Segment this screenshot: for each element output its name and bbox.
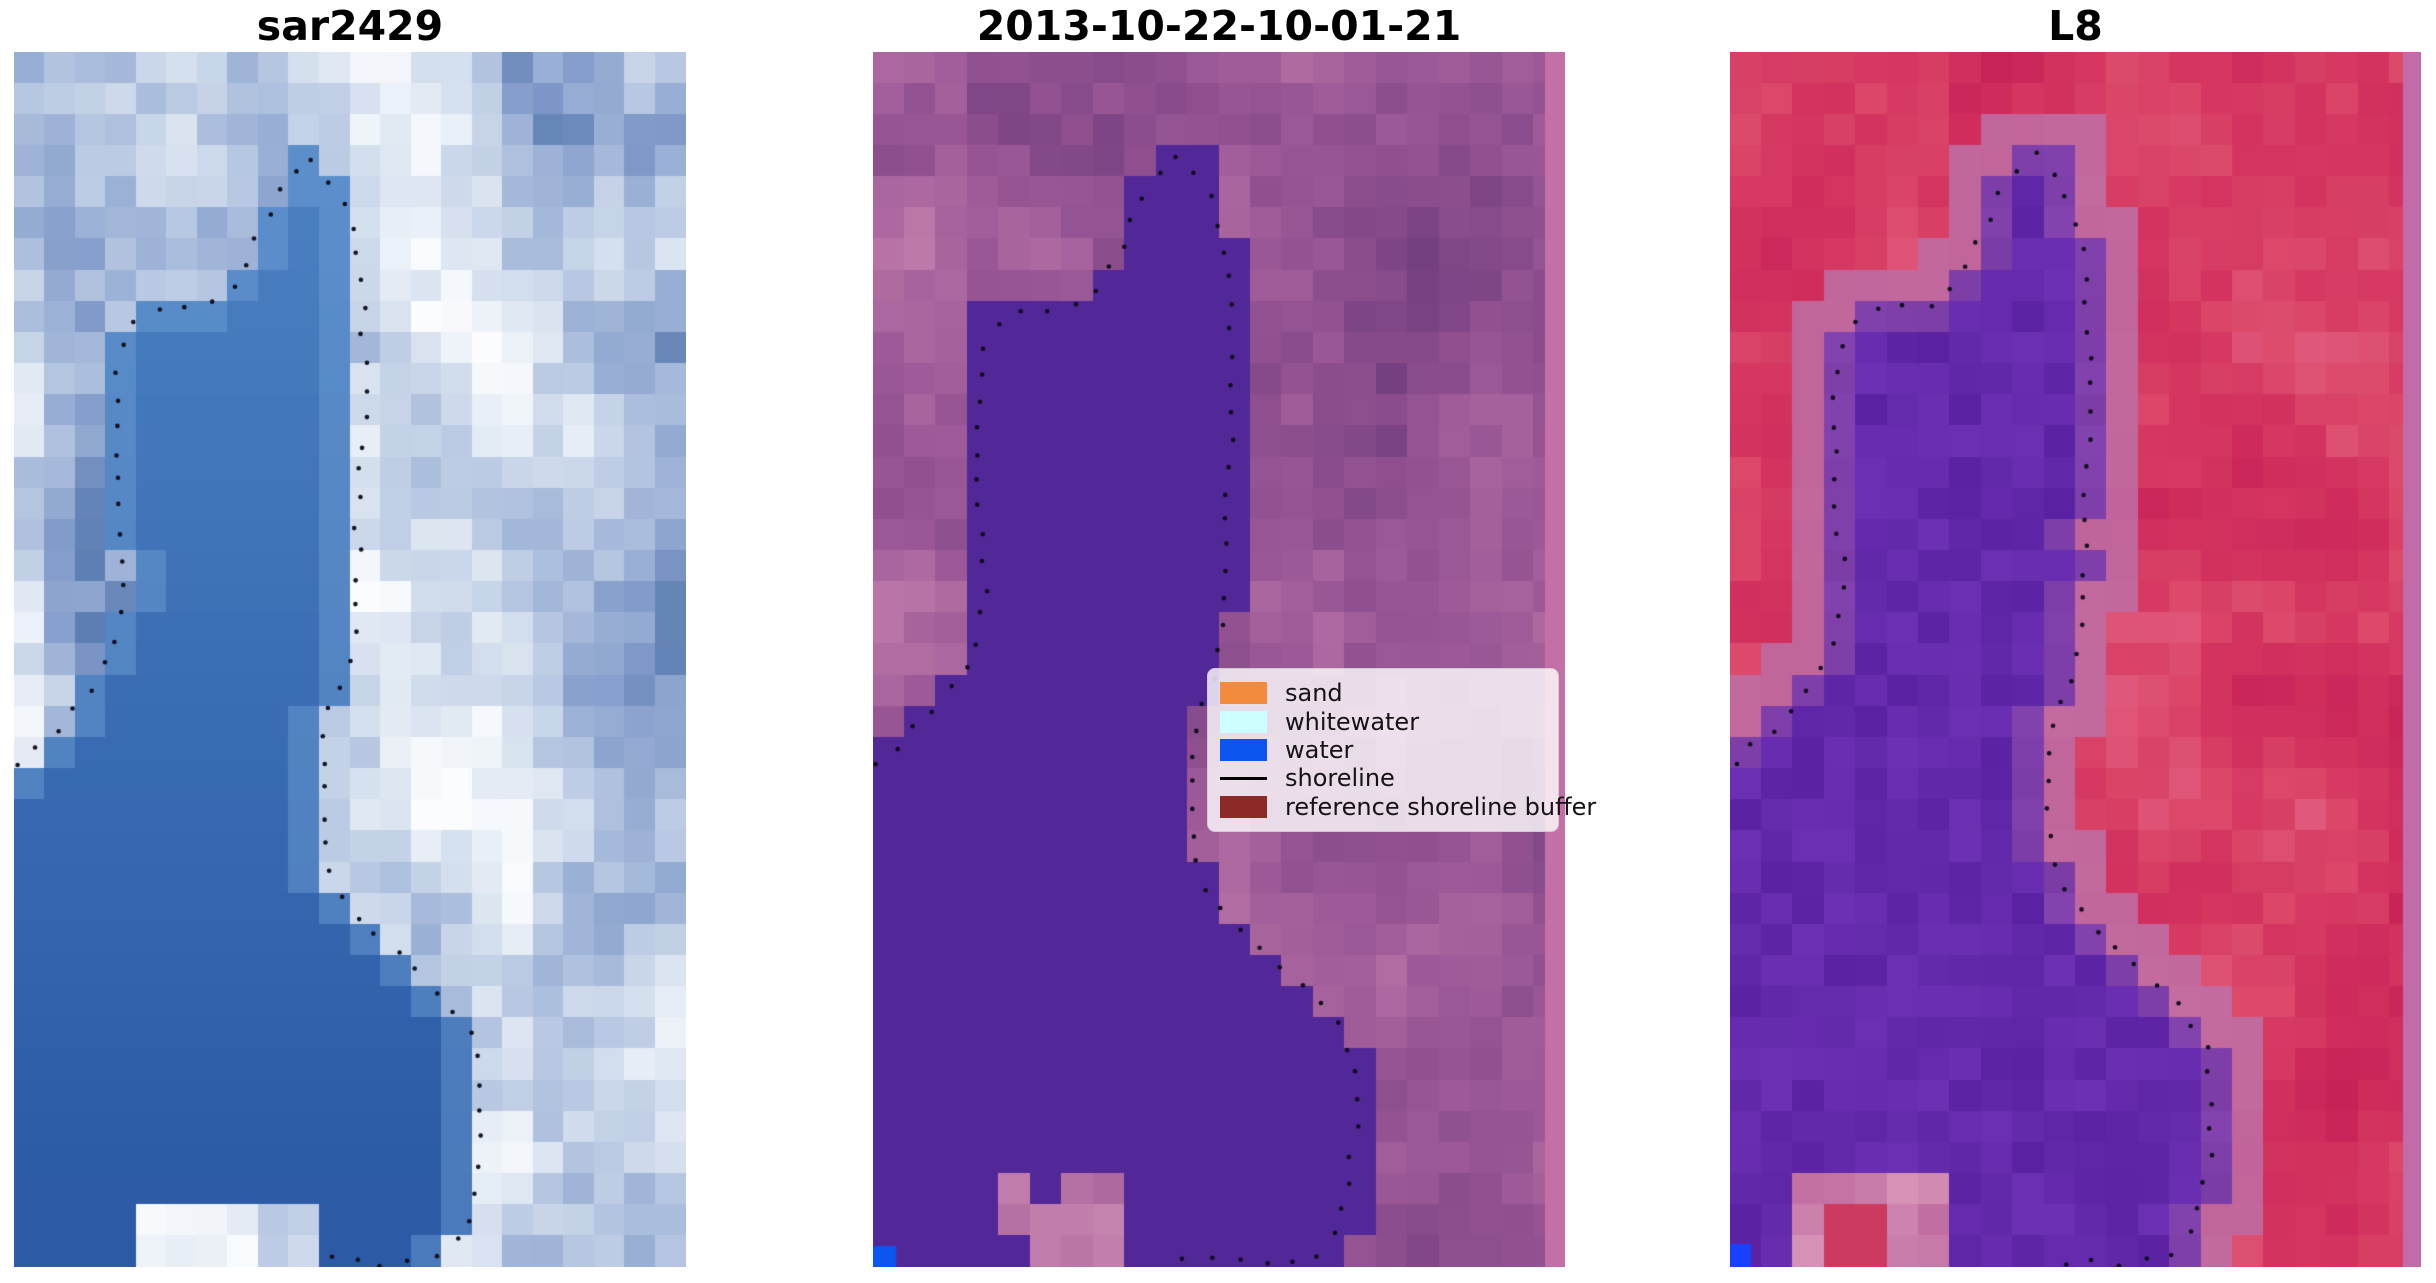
shoreline-line-swatch [1220,776,1267,780]
panel-title-l8: L8 [2048,2,2103,50]
panel-sar [14,52,686,1267]
water-color-swatch [1220,738,1267,761]
reference-buffer-color-swatch [1220,795,1267,818]
panel-l8 [1730,52,2421,1267]
whitewater-color-swatch [1220,710,1267,733]
legend-label-water: water [1285,735,1354,764]
panel-title-sar: sar2429 [256,2,444,50]
legend-label-whitewater: whitewater [1285,707,1420,736]
sar-image [14,52,686,1267]
legend-box: sand whitewater water shoreline referenc… [1207,668,1596,832]
legend-label-reference-buffer: reference shoreline buffer [1285,792,1597,821]
legend-label-sand: sand [1285,679,1343,708]
classified-image [873,52,1565,1267]
legend-entry-shoreline: shoreline [1220,764,1544,792]
panel-classified: sand whitewater water shoreline referenc… [873,52,1596,1267]
legend-entry-whitewater: whitewater [1220,708,1544,736]
legend-entry-water: water [1220,736,1544,764]
legend-entry-reference-buffer: reference shoreline buffer [1220,793,1596,821]
sand-color-swatch [1220,682,1267,705]
panel-title-date: 2013-10-22-10-01-21 [976,2,1462,50]
legend-label-shoreline: shoreline [1285,764,1395,793]
legend-entry-sand: sand [1220,679,1544,707]
l8-image [1730,52,2421,1267]
